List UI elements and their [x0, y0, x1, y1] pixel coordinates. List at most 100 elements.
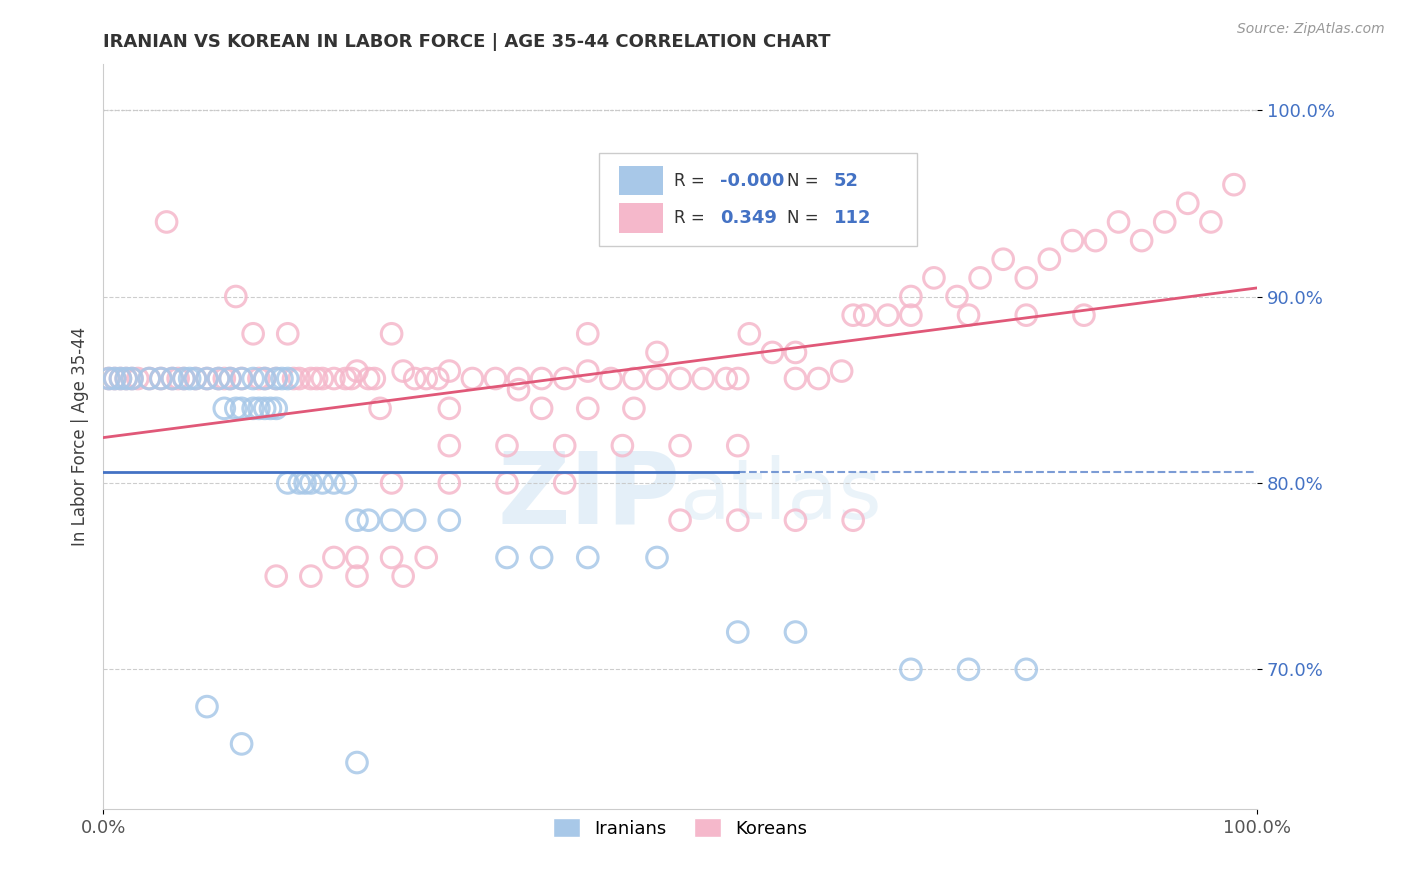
Point [288, 371, 311, 385]
Point [876, 308, 898, 322]
Point [900, 308, 922, 322]
Point [612, 439, 634, 453]
Point [335, 475, 357, 490]
Point [496, 550, 519, 565]
Point [645, 550, 668, 565]
Point [357, 513, 380, 527]
Text: IRANIAN VS KOREAN IN LABOR FORCE | AGE 35-44 CORRELATION CHART: IRANIAN VS KOREAN IN LABOR FORCE | AGE 3… [103, 33, 831, 51]
Point [167, 371, 190, 385]
Point [214, 401, 236, 416]
Point [727, 371, 749, 385]
Point [173, 371, 195, 385]
Point [346, 513, 368, 527]
Point [1084, 234, 1107, 248]
Point [1108, 215, 1130, 229]
Point [231, 371, 253, 385]
Point [508, 383, 530, 397]
Point [219, 371, 242, 385]
Point [242, 371, 264, 385]
Point [138, 371, 160, 385]
Point [277, 371, 299, 385]
Point [162, 371, 184, 385]
Point [381, 550, 404, 565]
Point [283, 371, 305, 385]
Point [716, 371, 738, 385]
Point [299, 475, 322, 490]
Point [576, 326, 599, 341]
Point [299, 371, 322, 385]
Point [381, 513, 404, 527]
Point [127, 371, 149, 385]
Point [173, 371, 195, 385]
Point [219, 371, 242, 385]
Point [322, 475, 344, 490]
Point [554, 475, 576, 490]
Point [1015, 308, 1038, 322]
Point [1130, 234, 1153, 248]
Point [392, 364, 415, 378]
Point [277, 475, 299, 490]
Point [346, 569, 368, 583]
Point [554, 371, 576, 385]
Point [623, 371, 645, 385]
Text: -0.000: -0.000 [720, 171, 785, 190]
Point [311, 475, 333, 490]
Text: Source: ZipAtlas.com: Source: ZipAtlas.com [1237, 22, 1385, 37]
Point [530, 550, 553, 565]
Point [264, 401, 287, 416]
Point [110, 371, 132, 385]
Point [761, 345, 783, 359]
Point [727, 513, 749, 527]
Point [1223, 178, 1246, 192]
Legend: Iranians, Koreans: Iranians, Koreans [546, 811, 814, 845]
Point [461, 371, 484, 385]
Point [692, 371, 714, 385]
Point [242, 401, 264, 416]
Point [576, 401, 599, 416]
Point [322, 371, 344, 385]
Point [104, 371, 127, 385]
Y-axis label: In Labor Force | Age 35-44: In Labor Force | Age 35-44 [72, 326, 89, 546]
Point [225, 401, 247, 416]
Point [195, 699, 218, 714]
Text: 0.349: 0.349 [720, 209, 778, 227]
Point [1153, 215, 1175, 229]
Point [439, 513, 461, 527]
Point [259, 401, 281, 416]
FancyBboxPatch shape [599, 153, 917, 246]
Point [184, 371, 207, 385]
Point [1038, 252, 1060, 267]
Point [247, 401, 270, 416]
Point [322, 550, 344, 565]
Point [508, 371, 530, 385]
Point [957, 662, 980, 676]
Point [253, 371, 276, 385]
Point [247, 371, 270, 385]
Point [335, 371, 357, 385]
Point [184, 371, 207, 385]
Point [946, 289, 969, 303]
Point [121, 371, 143, 385]
Point [264, 569, 287, 583]
Point [727, 439, 749, 453]
Point [179, 371, 201, 385]
Point [346, 550, 368, 565]
Point [231, 371, 253, 385]
Point [115, 371, 138, 385]
Point [1177, 196, 1199, 211]
Point [831, 364, 853, 378]
Point [264, 371, 287, 385]
Point [439, 475, 461, 490]
Point [288, 475, 311, 490]
Text: ZIP: ZIP [498, 448, 681, 544]
Point [853, 308, 876, 322]
Point [439, 401, 461, 416]
Point [576, 550, 599, 565]
Point [346, 756, 368, 770]
Point [155, 215, 177, 229]
Point [104, 371, 127, 385]
Point [415, 550, 437, 565]
Point [305, 371, 328, 385]
Point [785, 371, 807, 385]
Point [271, 371, 294, 385]
